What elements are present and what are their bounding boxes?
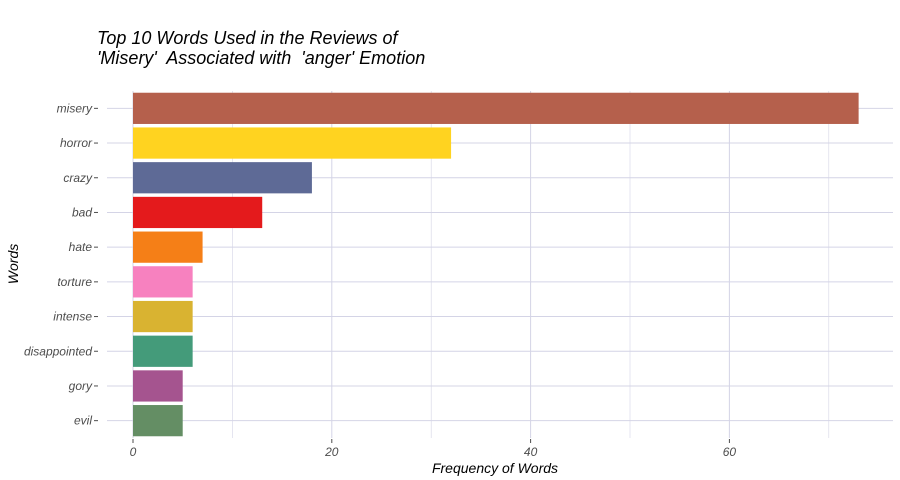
bar-hate [133, 231, 203, 263]
chart-title-line-2: 'Misery' Associated with 'anger' Emotion [97, 48, 426, 68]
y-tick-label: gory [69, 379, 93, 393]
y-tick-label: bad [72, 205, 92, 219]
bar-crazy [133, 162, 312, 194]
bar-horror [133, 127, 452, 159]
x-tick-label: 20 [324, 445, 339, 459]
bars [133, 92, 859, 437]
y-tick-label: intense [53, 310, 92, 324]
y-tick-label: misery [57, 101, 93, 115]
bar-intense [133, 300, 193, 333]
y-tick-label: disappointed [24, 344, 92, 358]
bar-torture [133, 266, 193, 298]
bar-misery [133, 92, 859, 124]
x-tick-label: 60 [723, 445, 737, 459]
y-tick-label: hate [69, 240, 93, 254]
x-tick-label: 0 [130, 445, 137, 459]
x-tick-label: 40 [524, 445, 538, 459]
bar-evil [133, 405, 183, 437]
y-tick-label: horror [60, 136, 93, 150]
bar-disappointed [133, 335, 193, 367]
y-tick-label: torture [57, 275, 92, 289]
bar-gory [133, 370, 183, 402]
x-axis-title: Frequency of Words [432, 460, 558, 476]
y-tick-label: evil [74, 414, 92, 428]
y-tick-label: crazy [63, 171, 93, 185]
chart-title-line-1: Top 10 Words Used in the Reviews of [97, 28, 398, 48]
chart-title: Top 10 Words Used in the Reviews of 'Mis… [97, 28, 425, 68]
bar-bad [133, 196, 263, 229]
axes: misery horror crazy bad hate torture intense di… [24, 101, 736, 459]
y-axis-title: Words [5, 244, 21, 284]
